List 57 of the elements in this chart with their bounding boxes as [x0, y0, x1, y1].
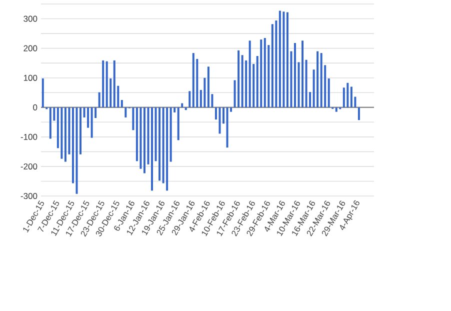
- bar: [106, 61, 108, 108]
- bar: [302, 40, 304, 108]
- bar: [151, 107, 154, 191]
- bar: [42, 78, 44, 108]
- bar: [60, 107, 63, 159]
- bar: [238, 50, 240, 108]
- bar: [226, 107, 228, 148]
- bar: [170, 107, 172, 162]
- bar: [184, 107, 187, 110]
- bar: [140, 107, 142, 169]
- bar: [222, 107, 224, 124]
- y-tick-label: 200: [24, 45, 38, 52]
- bar: [64, 107, 66, 162]
- bar: [132, 107, 134, 130]
- bar: [158, 107, 161, 181]
- bar: [320, 53, 322, 108]
- bar: [350, 86, 352, 108]
- bar: [260, 39, 262, 108]
- bar: [286, 12, 288, 108]
- bar: [241, 55, 244, 108]
- bar: [335, 107, 338, 112]
- bar: [80, 107, 82, 154]
- bar: [102, 60, 104, 108]
- y-tick-label: -100: [20, 134, 38, 140]
- bar: [181, 103, 184, 108]
- bar: [275, 20, 278, 108]
- bar: [358, 107, 360, 120]
- bar: [207, 66, 210, 108]
- y-tick-label: -300: [20, 192, 38, 200]
- bar: [113, 60, 116, 108]
- bar: [305, 60, 308, 108]
- bar: [264, 38, 266, 108]
- bar: [49, 107, 52, 139]
- bar: [282, 12, 285, 108]
- bar: [294, 42, 296, 108]
- y-tick-label: 100: [24, 74, 38, 81]
- bar: [271, 24, 274, 108]
- bar: [316, 51, 319, 108]
- bar: [328, 78, 330, 108]
- bar: [166, 107, 168, 191]
- bar: [204, 78, 206, 108]
- y-tick-label: 300: [24, 16, 38, 22]
- bar: [192, 53, 194, 108]
- bar: [278, 10, 281, 108]
- bar: [90, 107, 93, 138]
- bar: [248, 40, 251, 108]
- bar: [218, 107, 221, 134]
- bar: [120, 100, 123, 108]
- y-tick-label: -200: [20, 163, 38, 170]
- y-tick-label: 0: [33, 104, 38, 110]
- bar: [143, 107, 146, 174]
- bar: [177, 107, 180, 140]
- bar: [87, 107, 90, 128]
- bar: [76, 107, 78, 194]
- bar: [188, 91, 191, 108]
- bar: [124, 107, 127, 118]
- bar: [346, 82, 349, 108]
